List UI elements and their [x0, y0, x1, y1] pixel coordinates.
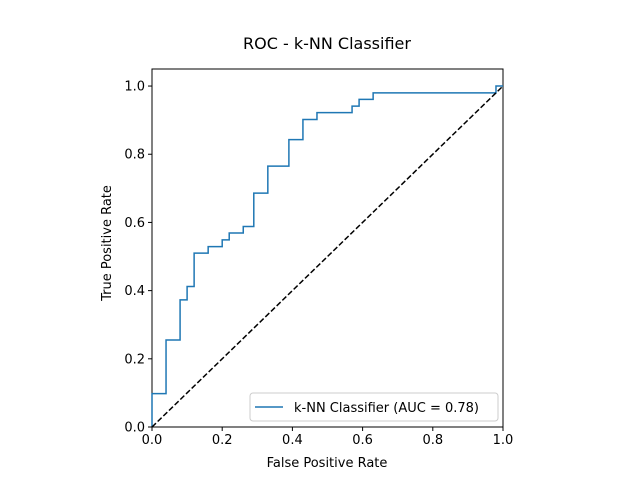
axis-ticks: 0.0 0.2 0.4 0.6 0.8 1.0 0.0 0.2 0.4 0.6 0.8 1.0	[124, 80, 513, 448]
x-tick-label: 1.0	[493, 433, 514, 448]
legend-box	[249, 392, 499, 422]
legend: k-NN Classifier (AUC = 0.78)	[249, 392, 499, 422]
x-tick-label: 0.8	[422, 433, 443, 448]
y-tick-label: 0.8	[124, 148, 145, 163]
chance-line	[151, 85, 504, 428]
y-tick-label: 0.6	[124, 216, 145, 231]
x-tick-label: 0.2	[212, 433, 233, 448]
axes-frame	[151, 68, 504, 428]
x-axis-label: False Positive Rate	[267, 456, 388, 471]
legend-label: k-NN Classifier (AUC = 0.78)	[294, 401, 479, 416]
y-tick-label: 0.0	[124, 421, 145, 436]
y-tick-label: 1.0	[124, 80, 145, 95]
y-axis-label: True Positive Rate	[100, 185, 115, 302]
plot-area	[151, 68, 504, 428]
x-tick-label: 0.0	[142, 433, 163, 448]
y-tick-label: 0.4	[124, 284, 145, 299]
y-tick-label: 0.2	[124, 352, 145, 367]
x-tick-label: 0.4	[282, 433, 303, 448]
chart-title: ROC - k-NN Classifier	[243, 34, 411, 53]
roc-curve-0	[151, 85, 503, 427]
x-tick-label: 0.6	[352, 433, 373, 448]
